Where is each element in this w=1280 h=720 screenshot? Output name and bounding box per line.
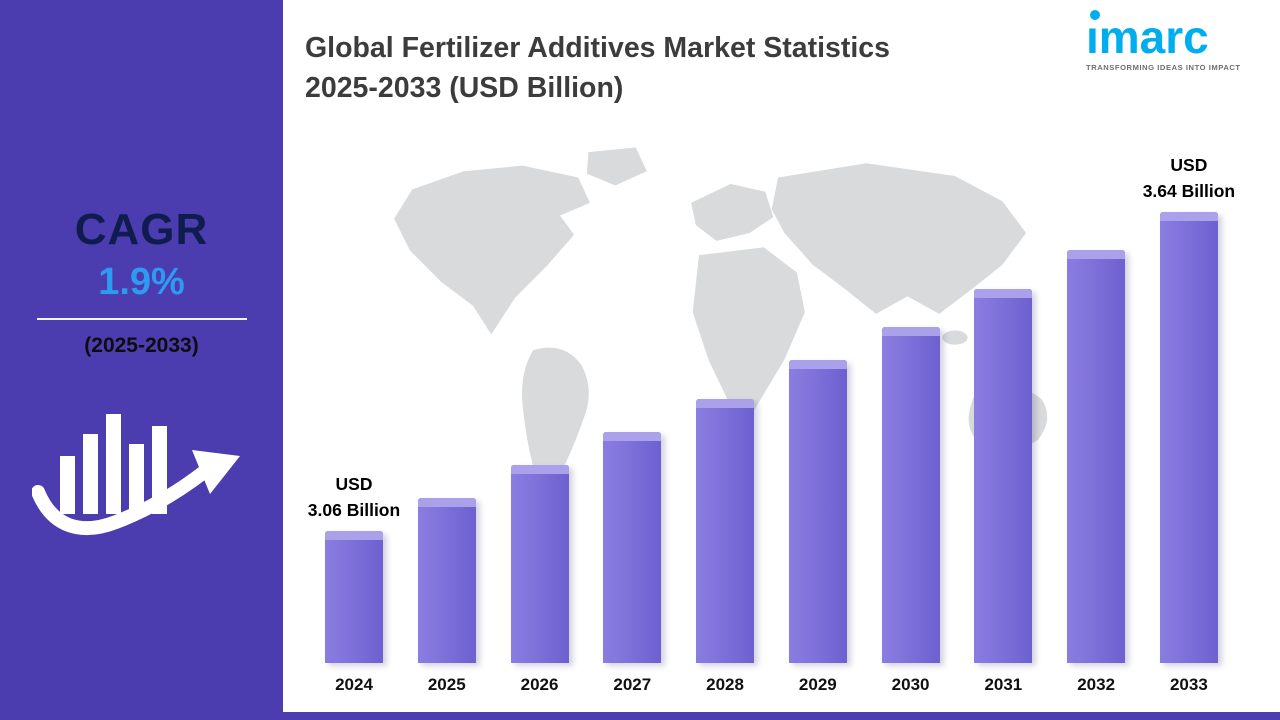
bar-column-2027: 2027 (603, 135, 662, 695)
year-label-2028: 2028 (706, 675, 744, 694)
bar-column-2028: 2028 (696, 135, 755, 695)
bar-column-2032: 2032 (1067, 135, 1126, 695)
year-label-2032: 2032 (1077, 675, 1116, 694)
chart-title: Global Fertilizer Additives Market Stati… (305, 28, 1105, 109)
imarc-logo-tagline: TRANSFORMING IDEAS INTO IMPACT (1086, 63, 1241, 72)
year-label-2026: 2026 (520, 675, 559, 694)
cagr-value: 1.9% (98, 261, 185, 303)
year-label-2024: 2024 (335, 675, 373, 694)
year-label-2033: 2033 (1169, 675, 1208, 694)
bar-value-label-2024: USD 3.06 Billion (307, 473, 401, 520)
cagr-block: CAGR 1.9% (2025-2033) (0, 205, 283, 358)
bar-2027 (603, 432, 662, 663)
bar-2029 (788, 360, 847, 663)
growth-chart-icon (30, 384, 252, 549)
bar-column-2026: 2026 (510, 135, 569, 695)
bar-2031 (974, 289, 1033, 663)
imarc-logo-text: ımarc (1086, 10, 1209, 63)
year-label-2025: 2025 (427, 675, 466, 694)
cagr-period: (2025-2033) (84, 334, 199, 357)
year-label-2029: 2029 (798, 675, 837, 694)
bar-column-2033: USD 3.64 Billion 2033 (1143, 135, 1235, 695)
chart-title-line2: 2025-2033 (USD Billion) (305, 72, 624, 105)
imarc-logo-dot-icon (1090, 10, 1100, 20)
year-label-2030: 2030 (891, 675, 930, 694)
bar-column-2031: 2031 (974, 135, 1033, 695)
bar-2033 (1159, 212, 1218, 663)
bar-2025 (417, 498, 476, 663)
year-label-2027: 2027 (613, 675, 652, 694)
cagr-underline (36, 318, 247, 320)
chart-panel: Global Fertilizer Additives Market Stati… (283, 0, 1280, 720)
bar-2024 (325, 531, 383, 663)
bar-column-2025: 2025 (417, 135, 476, 695)
bar-2028 (696, 399, 755, 663)
year-label-2031: 2031 (984, 675, 1023, 694)
cagr-label: CAGR (74, 205, 209, 254)
bar-2030 (881, 327, 940, 663)
bottom-accent-strip (283, 712, 1280, 720)
bar-value-label-2033: USD 3.64 Billion (1142, 154, 1236, 201)
bar-column-2030: 2030 (881, 135, 940, 695)
bar-column-2024: USD 3.06 Billion 2024 (308, 135, 400, 695)
bar-2026 (510, 465, 569, 663)
bar-2032 (1067, 250, 1126, 663)
imarc-logo: ımarc TRANSFORMING IDEAS INTO IMPACT (1086, 10, 1258, 72)
bars: USD 3.06 Billion 2024 2025 2026 2027 2028 2029 2… (308, 135, 1235, 695)
chart-title-line1: Global Fertilizer Additives Market Stati… (305, 32, 890, 64)
bar-column-2029: 2029 (788, 135, 847, 695)
cagr-sidebar: CAGR 1.9% (2025-2033) (0, 0, 283, 720)
